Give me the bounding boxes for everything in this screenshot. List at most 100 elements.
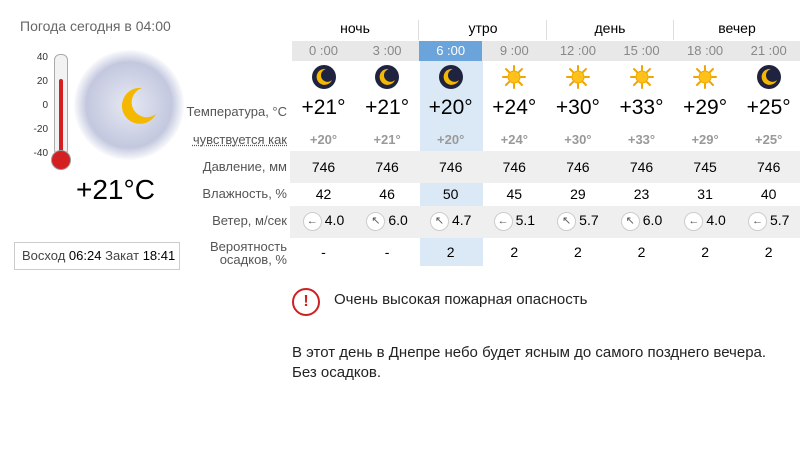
wind-speed: 6.0 <box>642 212 663 229</box>
period-evening: вечер <box>718 20 756 36</box>
sun-icon <box>674 64 737 90</box>
temperature-value: +30° <box>555 96 600 119</box>
precipitation-value: 2 <box>573 244 582 260</box>
temperature-value: +21° <box>365 96 410 119</box>
row-label-precip-line1: Вероятность <box>210 239 287 254</box>
wind-direction-icon: ↖ <box>620 212 640 231</box>
hour-label: 6 :00 <box>419 41 483 61</box>
humidity-value: 29 <box>570 186 586 202</box>
precipitation-value: - <box>321 244 326 260</box>
row-label-feels[interactable]: чувствуется как <box>192 132 287 147</box>
sunset-time: 18:41 <box>142 248 176 263</box>
row-label-precip: Вероятность осадков, % <box>150 240 287 266</box>
temperature-value: +21° <box>301 96 346 119</box>
pressure-value: 746 <box>629 159 654 175</box>
period-morning: утро <box>420 20 547 40</box>
row-label-precip-line2: осадков, % <box>219 252 287 267</box>
precipitation-value: 2 <box>637 244 646 260</box>
row-label-humidity: Влажность, % <box>202 186 287 201</box>
thermometer: 40 20 0 -20 -40 <box>26 48 76 178</box>
humidity-value: 23 <box>633 186 650 202</box>
feels-like-value: +20° <box>437 132 465 147</box>
thermometer-bulb <box>51 150 71 170</box>
sun-icon <box>546 64 609 90</box>
wind-speed: 4.0 <box>324 212 345 229</box>
hour-label: 15 :00 <box>623 43 660 58</box>
precipitation-value: 2 <box>446 244 455 260</box>
sun-icon <box>483 64 546 90</box>
wind-direction-icon: ↖ <box>366 212 386 231</box>
wind-value: ↖ 6.0 <box>356 212 419 231</box>
pressure-value: 746 <box>375 159 399 175</box>
feels-like-value: +30° <box>564 132 592 147</box>
hours-row <box>292 41 800 61</box>
wind-speed: 4.7 <box>451 212 472 229</box>
hour-label: 12 :00 <box>559 43 596 58</box>
wind-value: ← 4.0 <box>292 212 355 231</box>
feels-like-value: +29° <box>691 132 719 147</box>
wind-value: ↖ 4.7 <box>419 212 482 231</box>
hour-label: 21 :00 <box>750 43 787 58</box>
row-label-wind: Ветер, м/сек <box>212 213 287 228</box>
thermometer-scale-label: -20 <box>33 124 48 135</box>
thermometer-scale-label: -40 <box>33 148 48 159</box>
precipitation-value: 2 <box>701 244 709 260</box>
pressure-value: 746 <box>566 159 590 175</box>
wind-direction-icon: ← <box>302 212 322 231</box>
hour-label: 18 :00 <box>687 43 724 58</box>
pressure-value: 746 <box>757 159 781 175</box>
moon-icon <box>121 87 156 124</box>
precipitation-value: 2 <box>510 244 519 260</box>
humidity-value: 50 <box>442 186 459 202</box>
hour-label: 3 :00 <box>372 43 402 58</box>
wind-direction-icon: ← <box>493 212 513 231</box>
hour-label: 9 :00 <box>499 43 529 58</box>
fire-danger-warning: Очень высокая пожарная опасность <box>334 291 588 308</box>
wind-speed: 5.1 <box>515 212 536 229</box>
warning-icon: ! <box>292 288 320 316</box>
sun-icon <box>610 64 673 90</box>
sunrise-label: Восход <box>22 248 66 263</box>
wind-value: ← 4.0 <box>674 212 737 231</box>
humidity-value: 46 <box>379 186 395 202</box>
sunset-label: Закат <box>105 248 140 263</box>
wind-speed: 6.0 <box>388 212 408 229</box>
current-weather-title: Погода сегодня в 04:00 <box>20 18 171 34</box>
period-night: ночь <box>292 20 419 40</box>
wind-speed: 4.0 <box>706 212 726 229</box>
sunrise-time: 06:24 <box>68 248 102 263</box>
wind-direction-icon: ↖ <box>557 212 577 231</box>
humidity-value: 42 <box>315 186 332 202</box>
current-temperature: +21°C <box>76 174 155 205</box>
pressure-value: 746 <box>502 159 526 175</box>
wind-value: ← 5.7 <box>737 212 800 231</box>
pressure-value: 745 <box>693 159 717 175</box>
humidity-value: 31 <box>697 186 713 202</box>
pressure-row-band <box>290 151 800 183</box>
precipitation-value: - <box>384 244 390 260</box>
wind-value: ← 5.1 <box>483 212 546 231</box>
thermometer-scale-label: 40 <box>36 52 48 63</box>
humidity-value: 40 <box>760 186 777 202</box>
period-day: день <box>547 20 674 40</box>
hour-label: 0 :00 <box>309 43 338 58</box>
temperature-value: +29° <box>683 96 728 119</box>
wind-speed: 5.7 <box>769 212 790 229</box>
temperature-value: +20° <box>428 96 473 119</box>
wind-direction-icon: ↖ <box>429 212 449 231</box>
wind-value: ↖ 5.7 <box>546 212 609 231</box>
thermometer-scale-label: 0 <box>42 100 48 111</box>
pressure-value: 746 <box>311 159 336 175</box>
feels-like-value: +24° <box>500 132 528 147</box>
humidity-value: 45 <box>506 186 523 202</box>
thermometer-scale-label: 20 <box>36 76 48 87</box>
moon-icon <box>737 64 800 90</box>
feels-like-value: +33° <box>627 132 656 147</box>
row-label-pressure: Давление, мм <box>202 159 287 174</box>
temperature-value: +25° <box>746 96 791 119</box>
wind-speed: 5.7 <box>579 212 599 229</box>
thermometer-level <box>59 79 63 155</box>
sunrise-sunset-box: Восход 06:24 Закат 18:41 <box>14 242 180 270</box>
row-label-temperature: Температура, °С <box>186 104 287 119</box>
pressure-value: 746 <box>439 159 463 175</box>
